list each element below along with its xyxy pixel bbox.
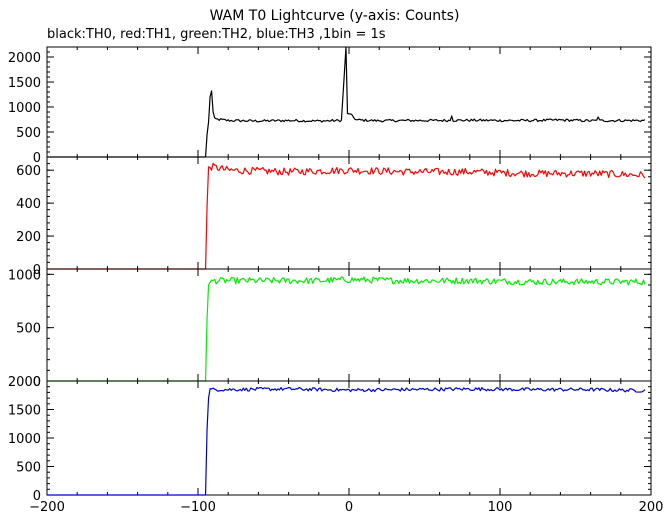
- series-line-TH2: [47, 276, 646, 382]
- y-tick-label: 400: [16, 197, 41, 212]
- y-tick-label: 200: [16, 230, 41, 245]
- y-tick-label: 1500: [8, 404, 41, 419]
- y-tick-label: 500: [16, 322, 41, 337]
- chart-subtitle: black:TH0, red:TH1, green:TH2, blue:TH3 …: [47, 27, 386, 42]
- panel-frame-TH2: [46, 268, 652, 382]
- y-tick-label: 500: [16, 461, 41, 476]
- y-tick-label: 1500: [8, 76, 41, 91]
- y-tick-label: 0: [33, 263, 41, 278]
- y-tick-label: 0: [33, 151, 41, 166]
- x-tick-label: 0: [345, 500, 353, 515]
- x-tick-label: 200: [639, 500, 664, 515]
- y-tick-label: 500: [16, 126, 41, 141]
- series-line-TH0: [47, 46, 646, 158]
- chart-title: WAM T0 Lightcurve (y-axis: Counts): [209, 8, 460, 24]
- panel-frame-TH3: [46, 380, 652, 496]
- x-tick-label: 100: [488, 500, 513, 515]
- panel-frame-TH1: [46, 156, 652, 270]
- series-line-TH3: [47, 386, 646, 496]
- panel-frame-TH0: [46, 46, 652, 158]
- y-tick-label: 0: [33, 375, 41, 390]
- y-tick-label: 600: [16, 164, 41, 179]
- y-tick-label: 2000: [8, 375, 41, 390]
- y-tick-label: 2000: [8, 51, 41, 66]
- y-tick-label: 1000: [8, 101, 41, 116]
- y-tick-label: 1000: [8, 432, 41, 447]
- y-tick-label: 1000: [8, 268, 41, 283]
- y-tick-label: 0: [33, 489, 41, 504]
- x-tick-label: −100: [180, 500, 216, 515]
- x-tick-label: −200: [29, 500, 65, 515]
- series-line-TH1: [47, 162, 646, 270]
